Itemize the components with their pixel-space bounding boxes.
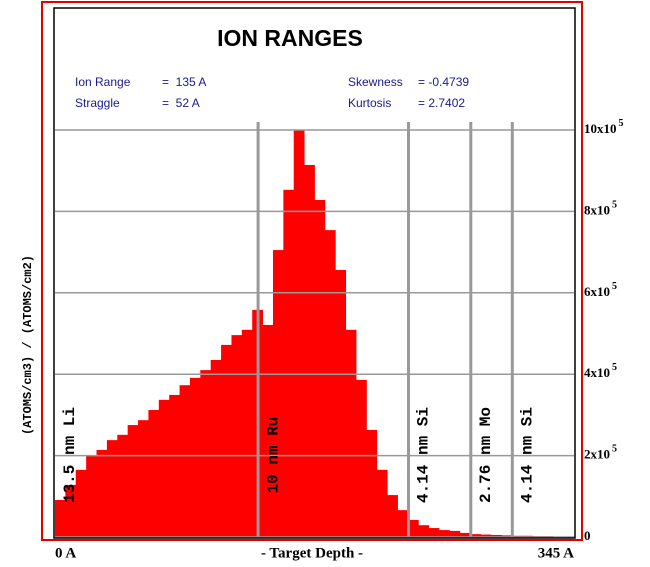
y-tick-label: 4x10 5 bbox=[584, 362, 617, 380]
bar bbox=[262, 324, 274, 537]
bar bbox=[283, 189, 295, 538]
bar bbox=[397, 510, 409, 537]
bar bbox=[356, 379, 367, 537]
bar bbox=[210, 359, 222, 537]
y-tick-label: 0 bbox=[584, 528, 591, 543]
bar bbox=[86, 455, 97, 537]
bar bbox=[418, 525, 430, 537]
layer-label: 2.76 nm Mo bbox=[477, 407, 495, 503]
bar bbox=[127, 425, 139, 537]
bar bbox=[293, 130, 305, 537]
bar bbox=[231, 335, 243, 537]
plot-frame bbox=[53, 7, 576, 539]
x-tick-label: 0 A bbox=[55, 545, 76, 561]
bar bbox=[221, 344, 232, 537]
bar bbox=[117, 434, 129, 537]
bar bbox=[314, 200, 326, 537]
y-tick-text: 2x10 bbox=[584, 447, 610, 462]
bar bbox=[480, 534, 492, 537]
bar bbox=[304, 165, 315, 537]
bar bbox=[459, 532, 471, 537]
bar bbox=[449, 530, 461, 537]
bar bbox=[387, 495, 398, 537]
stat-value: = -0.4739 bbox=[418, 75, 469, 89]
stat-value: = 52 A bbox=[162, 96, 200, 110]
layer-label: 4.14 nm Si bbox=[519, 407, 537, 503]
stat-label: Straggle bbox=[75, 96, 120, 110]
bar bbox=[241, 329, 253, 537]
bar bbox=[335, 270, 347, 537]
bar bbox=[470, 534, 481, 537]
x-tick-label: 345 A bbox=[538, 545, 574, 561]
y-tick-exponent: 5 bbox=[612, 444, 617, 455]
y-tick-label: 2x10 5 bbox=[584, 444, 617, 462]
bar bbox=[75, 469, 87, 537]
bar bbox=[439, 530, 450, 537]
y-tick-label: 10x10 5 bbox=[584, 118, 624, 136]
bar bbox=[324, 230, 336, 537]
chart-title: ION RANGES bbox=[217, 25, 363, 51]
stat-label: Kurtosis bbox=[348, 96, 391, 110]
bar bbox=[407, 519, 419, 537]
stat-value: = 135 A bbox=[162, 75, 206, 89]
bar bbox=[366, 429, 378, 537]
outer-frame bbox=[41, 1, 583, 541]
y-tick-exponent: 5 bbox=[612, 281, 617, 292]
layer-label: 13.5 nm Li bbox=[61, 407, 79, 503]
y-tick-exponent: 5 bbox=[619, 118, 624, 129]
stat-label: Skewness bbox=[348, 75, 403, 89]
bar bbox=[501, 535, 513, 537]
y-tick-exponent: 5 bbox=[612, 200, 617, 211]
layer-label: 10 nm Ru bbox=[264, 417, 282, 494]
bar bbox=[376, 469, 388, 537]
x-axis-label: - Target Depth - bbox=[261, 545, 363, 561]
bar bbox=[200, 370, 212, 537]
bar bbox=[148, 410, 160, 537]
stat-value: = 2.7402 bbox=[418, 96, 465, 110]
layer-label: 4.14 nm Si bbox=[415, 407, 433, 503]
y-tick-text: 10x10 bbox=[584, 121, 617, 136]
stat-label: Ion Range bbox=[75, 75, 131, 89]
y-tick-label: 8x10 5 bbox=[584, 200, 617, 218]
bar bbox=[65, 484, 77, 537]
bar bbox=[96, 449, 108, 537]
bar bbox=[272, 250, 284, 537]
y-tick-exponent: 5 bbox=[612, 362, 617, 373]
y-tick-text: 6x10 bbox=[584, 284, 610, 299]
bar bbox=[189, 377, 201, 537]
y-tick-text: 4x10 bbox=[584, 365, 610, 380]
bar bbox=[169, 394, 180, 537]
bar bbox=[428, 528, 440, 537]
bar bbox=[345, 329, 357, 537]
y-tick-text: 8x10 bbox=[584, 202, 610, 217]
bar bbox=[179, 385, 191, 537]
y-tick-label: 6x10 5 bbox=[584, 281, 617, 299]
bar bbox=[490, 534, 502, 537]
bar bbox=[158, 399, 170, 537]
bar bbox=[138, 420, 149, 537]
y-axis-label: (ATOMS/cm3) / (ATOMS/cm2) bbox=[21, 255, 35, 435]
bar bbox=[106, 440, 118, 537]
bar bbox=[55, 499, 66, 537]
